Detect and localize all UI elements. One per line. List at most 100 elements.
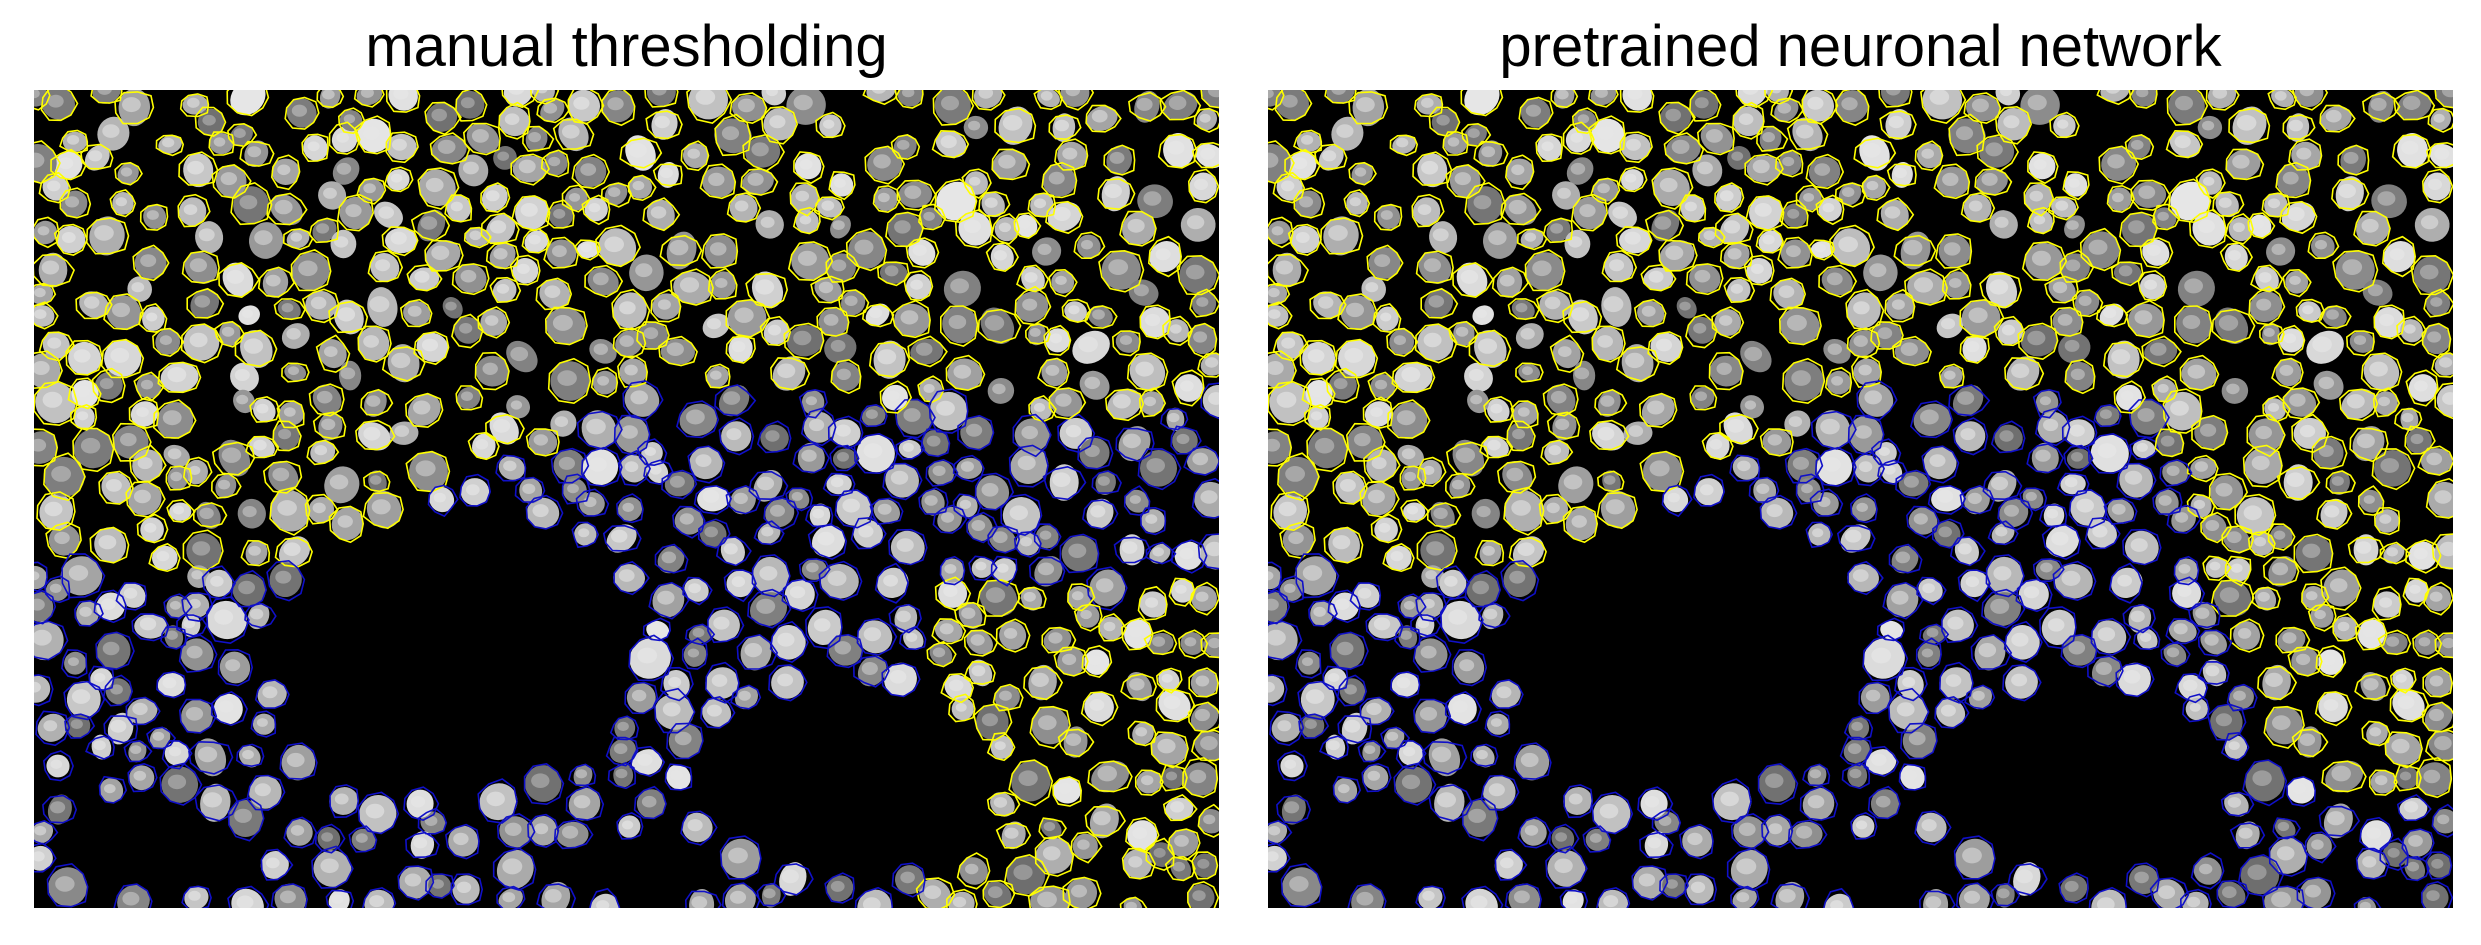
nucleus-highlight — [183, 204, 198, 215]
nucleus — [683, 642, 707, 667]
nucleus-highlight — [1848, 743, 1862, 755]
cell-outline-blue — [1332, 775, 1362, 804]
nucleus — [1938, 234, 1971, 268]
cell-outline-yellow — [1178, 629, 1209, 660]
nucleus-highlight — [112, 302, 130, 318]
cell-outline-yellow — [182, 529, 224, 572]
cell-outline-yellow — [2279, 200, 2318, 235]
nucleus — [2201, 514, 2227, 542]
nucleus-highlight — [2212, 90, 2228, 99]
cell-outline-blue — [1269, 710, 1305, 747]
cell-outline-yellow — [284, 96, 320, 130]
nucleus-highlight — [1511, 164, 1525, 176]
nucleus-highlight — [1765, 773, 1784, 788]
nucleus-highlight — [2429, 675, 2444, 687]
nucleus-highlight — [489, 220, 507, 234]
nucleus — [2171, 506, 2196, 532]
nucleus — [893, 134, 917, 159]
nucleus — [994, 685, 1020, 710]
nucleus-highlight — [254, 783, 271, 797]
nucleus-highlight — [1694, 269, 1711, 283]
nucleus-highlight — [510, 400, 523, 410]
nucleus-highlight — [2068, 178, 2080, 188]
nucleus-highlight — [2130, 538, 2148, 552]
cell-outline-blue — [2090, 617, 2132, 656]
cell-outline-blue — [1059, 533, 1100, 574]
nucleus-highlight — [659, 167, 673, 179]
cell-outline-blue — [1191, 477, 1219, 519]
cell-outline-yellow — [165, 465, 193, 491]
nucleus-highlight — [366, 395, 381, 407]
cell-outline-yellow — [1777, 236, 1814, 269]
nucleus-highlight — [337, 515, 353, 528]
nucleus — [1870, 789, 1900, 819]
nucleus-highlight — [1042, 846, 1061, 861]
nucleus-highlight — [1419, 707, 1438, 721]
nucleus-highlight — [1080, 609, 1092, 620]
nucleus-highlight — [431, 108, 448, 122]
cell-outline-yellow — [1689, 385, 1718, 411]
nucleus-highlight — [1487, 439, 1501, 451]
nucleus — [831, 361, 861, 391]
nucleus-highlight — [2289, 275, 2301, 285]
cell-outline-yellow — [43, 452, 86, 502]
nucleus-highlight — [450, 201, 463, 212]
cell-outline-yellow — [2242, 444, 2283, 488]
cell-outline-blue — [1759, 494, 1798, 530]
cell-outline-yellow — [1507, 298, 1541, 321]
nucleus-highlight — [1459, 659, 1475, 672]
cell-outline-yellow — [132, 244, 170, 282]
nucleus-highlight — [1374, 379, 1388, 390]
cell-outline-blue — [1464, 569, 1502, 608]
cell-outline-yellow — [2162, 388, 2203, 434]
nucleus-highlight — [1169, 324, 1182, 334]
cell-outline-blue — [768, 664, 808, 702]
nucleus — [1169, 829, 1199, 857]
cell-outline-blue — [616, 493, 644, 524]
nucleus-highlight — [1690, 881, 1706, 893]
cell-outline-yellow — [2062, 170, 2090, 201]
cell-outline-yellow — [1886, 163, 1917, 187]
nucleus-highlight — [47, 94, 64, 108]
nucleus-highlight — [562, 124, 580, 139]
nucleus-highlight — [1175, 584, 1187, 594]
nucleus-highlight — [777, 673, 794, 687]
nucleus-highlight — [279, 890, 296, 904]
nucleus-highlight — [41, 260, 60, 275]
nucleus-highlight — [272, 467, 290, 482]
nucleus-highlight — [2001, 324, 2016, 336]
nucleus — [2162, 460, 2189, 486]
cell-outline-yellow — [2267, 523, 2296, 551]
nucleus — [2031, 442, 2059, 474]
cell-outline-blue — [1268, 674, 1288, 707]
cell-outline-yellow — [2277, 324, 2306, 356]
cell-outline-yellow — [544, 306, 588, 346]
nucleus — [2277, 627, 2306, 653]
nucleus-highlight — [2238, 827, 2253, 839]
nucleus-highlight — [371, 499, 391, 515]
nucleus — [2283, 388, 2317, 417]
nucleus — [233, 389, 255, 414]
nucleus — [1106, 145, 1132, 175]
nucleus-highlight — [169, 746, 182, 757]
cell-outline-blue — [1298, 713, 1330, 739]
cell-outline-blue — [899, 625, 927, 651]
nucleus-highlight — [1299, 196, 1314, 208]
cell-outline-blue — [1513, 742, 1552, 780]
cell-outline-yellow — [2202, 555, 2232, 582]
cell-outline-yellow — [986, 731, 1016, 762]
nucleus — [897, 90, 923, 107]
nucleus — [2269, 525, 2293, 549]
nucleus-highlight — [1354, 167, 1367, 177]
nucleus-highlight — [1339, 479, 1356, 492]
nucleus-highlight — [1192, 890, 1206, 901]
cell-outline-blue — [2115, 662, 2155, 698]
nucleus-highlight — [1742, 90, 1759, 95]
nucleus-highlight — [1195, 675, 1210, 687]
cell-outline-blue — [1888, 543, 1923, 574]
nucleus-highlight — [2315, 239, 2327, 250]
cell-outline-blue — [798, 388, 828, 419]
nucleus-highlight — [2035, 449, 2051, 462]
cell-outline-yellow — [2250, 264, 2284, 293]
nucleus — [1134, 90, 1160, 123]
